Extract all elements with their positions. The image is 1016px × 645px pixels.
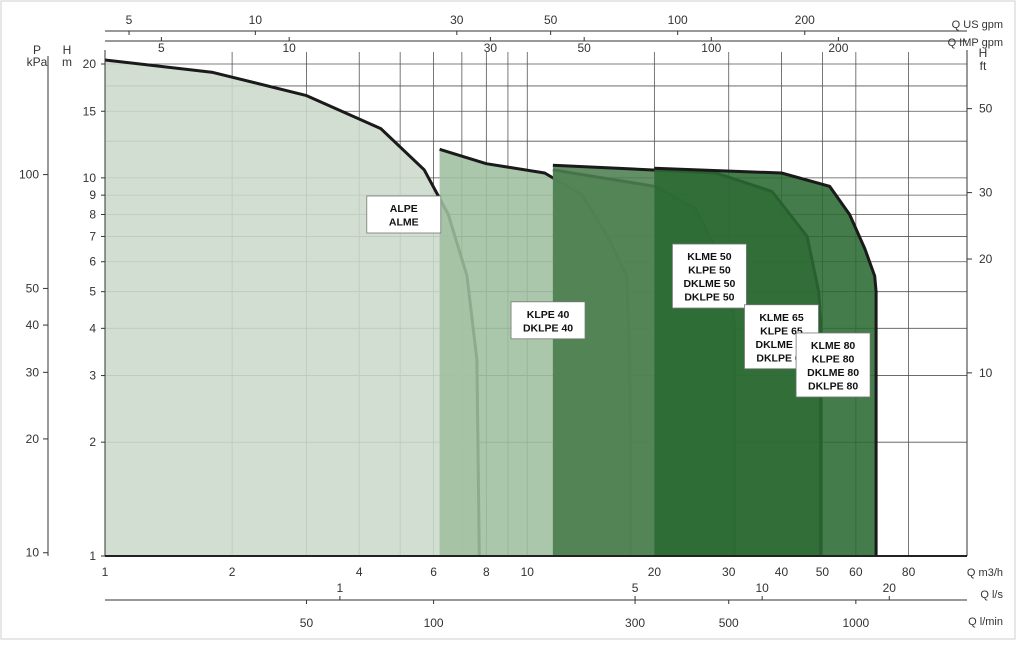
head-ft-tick-label: 50 <box>979 102 993 116</box>
head-m-tick-label: 9 <box>89 188 96 202</box>
pressure-axis-symbol: P <box>33 43 41 57</box>
head-m-tick-label: 10 <box>83 171 97 185</box>
pressure-tick-label: 50 <box>26 281 40 295</box>
flow-lmin-tick-label: 50 <box>300 616 314 630</box>
imp-gpm-tick-label: 50 <box>578 41 592 55</box>
flow-lmin-tick-label: 100 <box>424 616 444 630</box>
series-label-line: DKLME 65 <box>756 339 808 351</box>
flow-m3h-tick-label: 40 <box>775 565 789 579</box>
head-m-tick-label: 6 <box>89 255 96 269</box>
series-label-line: KLME 80 <box>811 340 856 352</box>
head-m-tick-label: 15 <box>83 104 97 118</box>
us-gpm-tick-label: 100 <box>668 13 688 27</box>
imp-gpm-tick-label: 200 <box>828 41 848 55</box>
flow-m3h-tick-label: 10 <box>521 565 535 579</box>
head-m-axis-unit: m <box>62 55 72 69</box>
series-area <box>105 60 480 556</box>
head-ft-tick-label: 20 <box>979 252 993 266</box>
head-m-tick-label: 1 <box>89 549 96 563</box>
flow-m3h-tick-label: 20 <box>648 565 662 579</box>
flow-ls-tick-label: 10 <box>755 581 769 595</box>
head-m-tick-label: 4 <box>89 321 96 335</box>
series-label-box <box>366 195 442 234</box>
series-label-line: KLPE 80 <box>812 353 855 365</box>
head-m-tick-label: 2 <box>89 435 96 449</box>
head-m-tick-label: 8 <box>89 207 96 221</box>
flow-lmin-axis-label: Q l/min <box>968 616 1003 628</box>
pressure-tick-label: 10 <box>26 546 40 560</box>
us-gpm-axis-label: Q US gpm <box>952 19 1003 31</box>
us-gpm-tick-label: 30 <box>450 13 464 27</box>
us-gpm-tick-label: 10 <box>249 13 263 27</box>
series-label-box <box>795 332 871 398</box>
pressure-tick-label: 40 <box>26 318 40 332</box>
head-ft-tick-label: 10 <box>979 366 993 380</box>
head-ft-tick-label: 30 <box>979 186 993 200</box>
axes: 5 10 30 50 100 200 5 10 30 50 100 200 Q US gpm Q IMP … <box>19 13 1004 630</box>
imp-gpm-tick-label: 100 <box>701 41 721 55</box>
series-label-line: DKLPE 40 <box>523 322 573 334</box>
imp-gpm-tick-label: 30 <box>484 41 498 55</box>
pressure-tick-label: 30 <box>26 365 40 379</box>
flow-m3h-tick-label: 30 <box>722 565 736 579</box>
series-label-line: KLPE 40 <box>527 309 570 321</box>
flow-m3h-tick-label: 6 <box>430 565 437 579</box>
head-m-tick-label: 7 <box>89 229 96 243</box>
flow-m3h-tick-label: 80 <box>902 565 916 579</box>
series-label-line: KLME 65 <box>759 312 804 324</box>
flow-ls-tick-label: 1 <box>337 581 344 595</box>
series-label-line: ALME <box>389 216 419 228</box>
series-label-box <box>510 301 586 340</box>
pressure-tick-label: 100 <box>19 168 39 182</box>
imp-gpm-axis-label: Q IMP gpm <box>948 37 1003 49</box>
flow-ls-tick-label: 5 <box>632 581 639 595</box>
flow-lmin-tick-label: 1000 <box>842 616 869 630</box>
series-label-line: ALPE <box>390 203 418 215</box>
head-m-tick-label: 5 <box>89 285 96 299</box>
flow-m3h-tick-label: 60 <box>849 565 863 579</box>
head-m-axis-symbol: H <box>63 43 72 57</box>
imp-gpm-tick-label: 5 <box>158 41 165 55</box>
flow-ls-tick-label: 20 <box>883 581 897 595</box>
series-label-line: KLPE 65 <box>760 325 803 337</box>
series-label-line: DKLME 80 <box>807 367 859 379</box>
us-gpm-tick-label: 200 <box>795 13 815 27</box>
flow-m3h-tick-label: 8 <box>483 565 490 579</box>
pressure-axis-unit: kPa <box>27 55 48 69</box>
series-curve <box>654 166 878 556</box>
us-gpm-tick-label: 5 <box>126 13 133 27</box>
flow-ls-axis-label: Q l/s <box>980 589 1003 601</box>
series-label-line: DKLPE 80 <box>808 380 858 392</box>
series-label-line: DKLME 50 <box>683 278 735 290</box>
head-m-tick-label: 20 <box>83 57 97 71</box>
flow-m3h-tick-label: 1 <box>102 565 109 579</box>
head-m-tick-label: 3 <box>89 369 96 383</box>
flow-m3h-tick-label: 2 <box>229 565 236 579</box>
pressure-tick-label: 20 <box>26 432 40 446</box>
series-label-line: KLME 50 <box>687 251 732 263</box>
flow-lmin-tick-label: 500 <box>719 616 739 630</box>
flow-m3h-axis-label: Q m3/h <box>967 567 1003 579</box>
us-gpm-tick-label: 50 <box>544 13 558 27</box>
series-label-box <box>672 243 747 309</box>
head-ft-axis-symbol: H <box>979 46 988 60</box>
imp-gpm-tick-label: 10 <box>282 41 296 55</box>
head-ft-axis-unit: ft <box>980 59 987 73</box>
series-label-line: DKLPE 50 <box>684 292 734 304</box>
series-label-line: DKLPE 65 <box>756 352 806 364</box>
flow-m3h-tick-label: 4 <box>356 565 363 579</box>
series-label-line: KLPE 50 <box>688 265 731 277</box>
flow-lmin-tick-label: 300 <box>625 616 645 630</box>
flow-m3h-tick-label: 50 <box>816 565 830 579</box>
